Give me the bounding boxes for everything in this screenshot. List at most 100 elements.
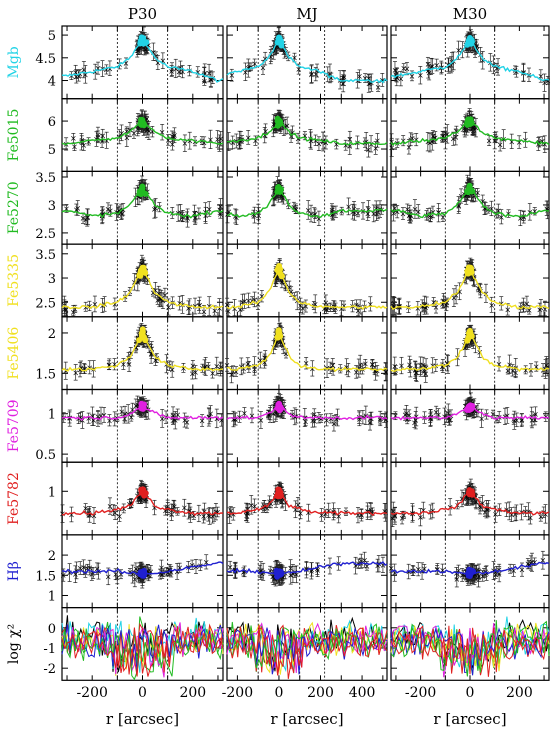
- y-tick-label: 5: [48, 143, 56, 158]
- data-point: ×: [228, 71, 235, 80]
- data-point: ×: [112, 300, 119, 309]
- data-point: ×: [131, 129, 138, 138]
- data-point: ×: [255, 300, 262, 309]
- center-point: [277, 333, 284, 340]
- data-point: ×: [80, 214, 87, 223]
- data-point: ×: [535, 140, 542, 149]
- data-point: ×: [541, 140, 548, 149]
- data-point: ×: [72, 305, 79, 314]
- data-point: ×: [201, 138, 208, 147]
- data-point: ×: [169, 140, 176, 149]
- data-point: ×: [63, 305, 70, 314]
- data-point: ×: [100, 210, 107, 219]
- data-point: ×: [242, 68, 249, 77]
- data-point: ×: [262, 127, 269, 136]
- data-point: ×: [456, 202, 463, 211]
- y-tick-label: 1: [48, 408, 56, 423]
- data-point: ×: [486, 137, 493, 146]
- data-point: ×: [150, 288, 157, 297]
- data-point: ×: [367, 79, 374, 88]
- data-point: ×: [498, 213, 505, 222]
- data-point: ×: [427, 139, 434, 148]
- data-point: ×: [423, 302, 430, 311]
- data-point: ×: [168, 67, 175, 76]
- center-point: [278, 273, 285, 280]
- x-axis-label: r [arcsec]: [270, 710, 343, 728]
- data-point: ×: [516, 138, 523, 147]
- y-tick-label: 6: [48, 115, 56, 130]
- data-point: ×: [278, 191, 285, 200]
- data-point: ×: [536, 138, 543, 147]
- data-point: ×: [321, 305, 328, 314]
- data-point: ×: [286, 283, 293, 292]
- data-point: ×: [136, 192, 143, 201]
- data-point: ×: [462, 43, 469, 52]
- data-point: ×: [531, 207, 538, 216]
- data-point: ×: [182, 139, 189, 148]
- data-point: ×: [177, 63, 184, 72]
- data-point: ×: [494, 64, 501, 73]
- center-point: [142, 336, 149, 343]
- data-point: ×: [351, 209, 358, 218]
- data-point: ×: [293, 206, 300, 215]
- data-point: ×: [474, 189, 481, 198]
- data-point: ×: [279, 275, 286, 284]
- data-point: ×: [345, 202, 352, 211]
- data-point: ×: [295, 65, 302, 74]
- data-point: ×: [513, 68, 520, 77]
- data-point: ×: [207, 135, 214, 144]
- data-point: ×: [191, 209, 198, 218]
- data-point: ×: [363, 137, 370, 146]
- data-point: ×: [324, 304, 331, 313]
- row-label-5: Fe5709: [6, 399, 22, 452]
- data-point: ×: [158, 294, 165, 303]
- panel-r1-c0: ××××××××××××××××××××××××××××××××××××××××…: [61, 98, 224, 172]
- data-point: ×: [426, 68, 433, 77]
- data-point: ×: [134, 124, 141, 133]
- data-point: ×: [131, 278, 138, 287]
- data-point: ×: [176, 68, 183, 77]
- data-point: ×: [430, 298, 437, 307]
- data-point: ×: [270, 120, 277, 129]
- data-point: ×: [368, 79, 375, 88]
- y-tick-label: 3: [48, 199, 56, 214]
- data-point: ×: [432, 134, 439, 143]
- data-point: ×: [73, 72, 80, 81]
- data-point: ×: [365, 74, 372, 83]
- data-point: ×: [118, 208, 125, 217]
- data-point: ×: [272, 45, 279, 54]
- data-point: ×: [152, 286, 159, 295]
- panel-r4-c0: ××××××××××××××××××××××××××××××××××××××××…: [61, 316, 224, 391]
- data-point: ×: [338, 305, 345, 314]
- data-point: ×: [394, 208, 401, 217]
- data-point: ×: [429, 62, 436, 71]
- model-line-Mgb: [226, 40, 388, 84]
- data-point: ×: [206, 302, 213, 311]
- data-point: ×: [224, 301, 231, 310]
- data-point: ×: [241, 297, 248, 306]
- data-point: ×: [365, 205, 372, 214]
- data-point: ×: [329, 206, 336, 215]
- center-point: [141, 268, 148, 275]
- data-point: ×: [488, 204, 495, 213]
- data-point: ×: [312, 136, 319, 145]
- data-point: ×: [211, 307, 218, 316]
- data-point: ×: [360, 207, 367, 216]
- row-label-0: Mgb: [6, 46, 22, 78]
- data-point: ×: [159, 128, 166, 137]
- data-point: ×: [471, 39, 478, 48]
- data-point: ×: [216, 304, 223, 313]
- data-point: ×: [155, 289, 162, 298]
- data-point: ×: [362, 74, 369, 83]
- data-point: ×: [201, 308, 208, 317]
- data-point: ×: [63, 204, 70, 213]
- data-point: ×: [372, 367, 379, 376]
- data-point: ×: [123, 59, 130, 68]
- data-point: ×: [252, 137, 259, 146]
- data-point: ×: [217, 202, 224, 211]
- data-point: ×: [281, 47, 288, 56]
- data-point: ×: [404, 65, 411, 74]
- data-point: ×: [192, 214, 199, 223]
- data-point: ×: [442, 136, 449, 145]
- data-point: ×: [364, 210, 371, 219]
